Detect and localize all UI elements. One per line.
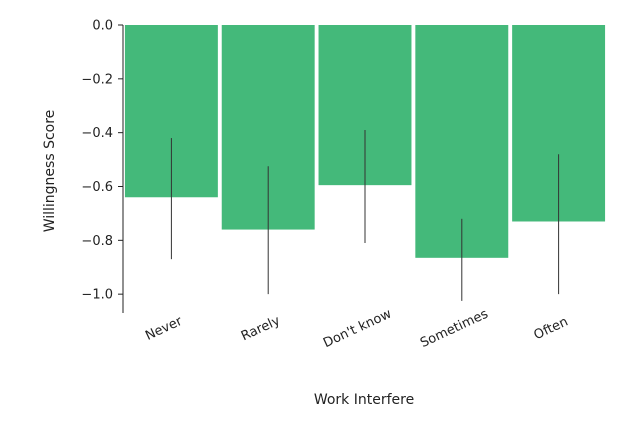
x-tick-label-2: Don't know [321, 306, 394, 351]
error-bars-group [170, 129, 560, 301]
x-axis-label: Work Interfere [314, 392, 414, 408]
x-tick-label-1: Rarely [239, 313, 283, 344]
y-tick-label-4: −0.8 [81, 234, 113, 249]
x-tick-label-0: Never [143, 314, 185, 344]
x-axis: Never Rarely Don't know Sometimes Often [143, 306, 570, 351]
y-tick-label-5: −1.0 [81, 288, 113, 303]
x-tick-label-4: Often [532, 314, 571, 343]
y-tick-label-1: −0.2 [81, 72, 113, 87]
x-tick-label-3: Sometimes [418, 307, 491, 352]
y-axis-label: Willingness Score [42, 110, 58, 233]
y-axis: 0.0 −0.2 −0.4 −0.6 −0.8 −1.0 [81, 19, 124, 313]
y-tick-label-2: −0.4 [81, 126, 113, 141]
y-tick-label-0: 0.0 [92, 19, 113, 34]
y-tick-label-3: −0.6 [81, 180, 113, 195]
